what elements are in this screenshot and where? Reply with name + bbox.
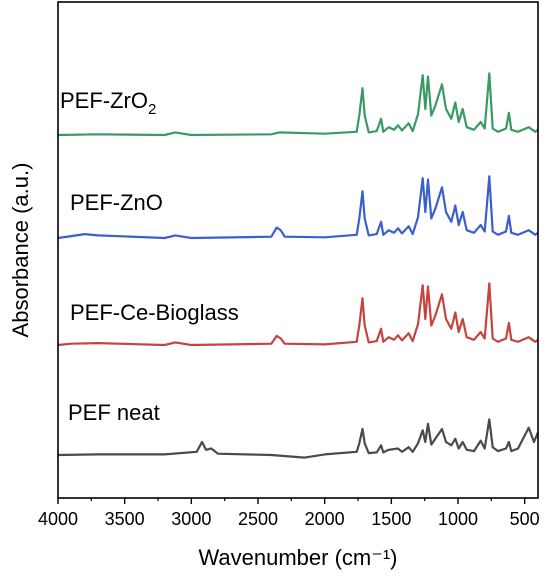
x-tick-label: 2500: [238, 509, 278, 529]
x-tick-label: 1000: [438, 509, 478, 529]
series-label-pef-neat: PEF neat: [68, 400, 160, 425]
x-tick-label: 3000: [171, 509, 211, 529]
series-label-pef-ce-bioglass: PEF-Ce-Bioglass: [70, 300, 239, 325]
x-tick-label: 1500: [371, 509, 411, 529]
series-labels: PEF-ZrO2 PEF-ZnO PEF-Ce-Bioglass PEF neat: [60, 88, 239, 425]
plot-frame: [57, 1, 539, 499]
series-line-pef-ce-bioglass: [57, 282, 539, 347]
y-axis-label: Absorbance (a.u.): [8, 163, 33, 338]
series-line-pef-zro2: [57, 72, 539, 137]
series-line-pef-zno: [57, 175, 539, 240]
series-label-pef-zno: PEF-ZnO: [70, 190, 163, 215]
x-tick-label: 2000: [305, 509, 345, 529]
x-tick-label: 4000: [38, 509, 78, 529]
spectra-group: [57, 72, 540, 459]
series-label-pef-zro2: PEF-ZrO2: [60, 88, 156, 118]
series-line-pef-neat: [57, 418, 540, 459]
x-tick-label: 3500: [105, 509, 145, 529]
x-axis-label: Wavenumber (cm⁻¹): [198, 545, 397, 570]
x-axis-ticks: 4000 3500 3000 2500 2000 1500 1000 500: [38, 498, 540, 529]
x-tick-label: 500: [510, 509, 540, 529]
